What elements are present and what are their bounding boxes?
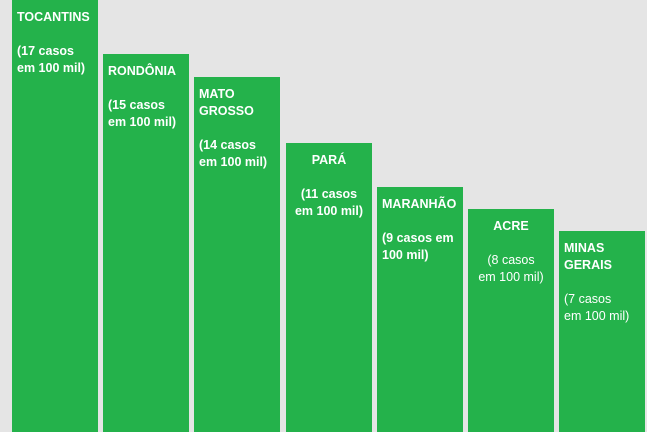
bar-label: MARANHÃO — [382, 197, 457, 211]
bar-minas-gerais: MINAS GERAIS (7 casos em 100 mil) — [559, 231, 645, 432]
bar-value-label: (9 casos em 100 mil) — [382, 231, 454, 262]
bar-tocantins: TOCANTINS (17 casos em 100 mil) — [12, 0, 98, 432]
bar-value-label: (17 casos em 100 mil) — [17, 44, 86, 75]
bar-value-label: (7 casos em 100 mil) — [564, 292, 630, 323]
bar-value-label: (14 casos em 100 mil) — [199, 138, 268, 169]
bar-value-label: (15 casos em 100 mil) — [108, 98, 177, 129]
bar-label: RONDÔNIA — [108, 64, 177, 78]
bar-pará: PARÁ (11 casos em 100 mil) — [286, 143, 372, 432]
bar-label: MINAS GERAIS — [564, 241, 612, 272]
bar-maranhão: MARANHÃO (9 casos em 100 mil) — [377, 187, 463, 432]
bar-label: ACRE — [493, 219, 529, 233]
bar-value-label: (11 casos em 100 mil) — [294, 187, 364, 218]
bar-mato-grosso: MATO GROSSO (14 casos em 100 mil) — [194, 77, 280, 432]
bar-label: TOCANTINS — [17, 10, 90, 24]
bar-value-label: (8 casos em 100 mil) — [478, 253, 544, 284]
bar-label: PARÁ — [311, 153, 347, 167]
bar-label: MATO GROSSO — [199, 87, 254, 118]
bar-rondônia: RONDÔNIA (15 casos em 100 mil) — [103, 54, 189, 432]
bar-acre: ACRE (8 casos em 100 mil) — [468, 209, 554, 432]
